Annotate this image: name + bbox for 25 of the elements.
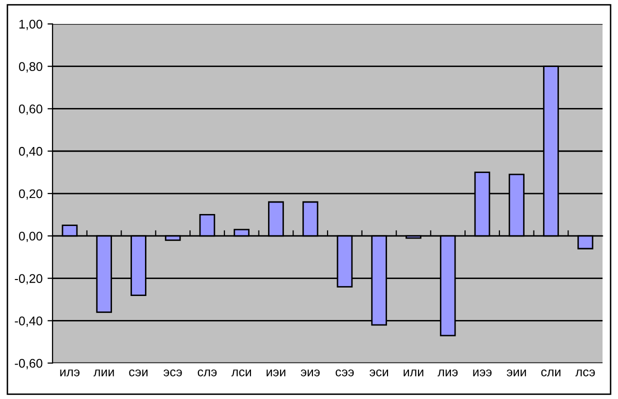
y-tick-label: 1,00 [19,20,42,30]
y-tick-label: 0,60 [18,104,42,115]
x-tick-label: сээ [336,369,354,376]
x-tick-label: лии [94,370,114,376]
x-tick-label: эии [506,369,526,376]
y-tick-label: 0,40 [18,146,42,158]
y-tick-label: 0,20 [18,189,42,200]
x-tick-label: эси [370,369,388,376]
x-tick-label: лсэ [575,369,595,376]
x-tick-label: сэи [129,369,148,376]
x-tick-label: эсэ [164,369,182,376]
x-tick-label: илэ [60,369,80,376]
x-tick-label: иэи [266,369,286,376]
y-tick-label: 0,00 [18,232,42,242]
x-tick-label: эиэ [300,369,320,376]
x-tick-label: сли [541,369,560,376]
x-tick-label: иээ [473,369,492,376]
x-tick-label: или [404,370,424,376]
x-tick-label: слэ [198,369,217,376]
x-tick-label: лси [231,369,251,376]
y-tick-label: -0,20 [14,274,42,284]
x-tick-label: лиэ [438,369,458,376]
y-tick-label: -0,60 [14,358,42,370]
y-tick-label: 0,80 [18,62,42,72]
y-tick-label: -0,40 [14,316,42,327]
